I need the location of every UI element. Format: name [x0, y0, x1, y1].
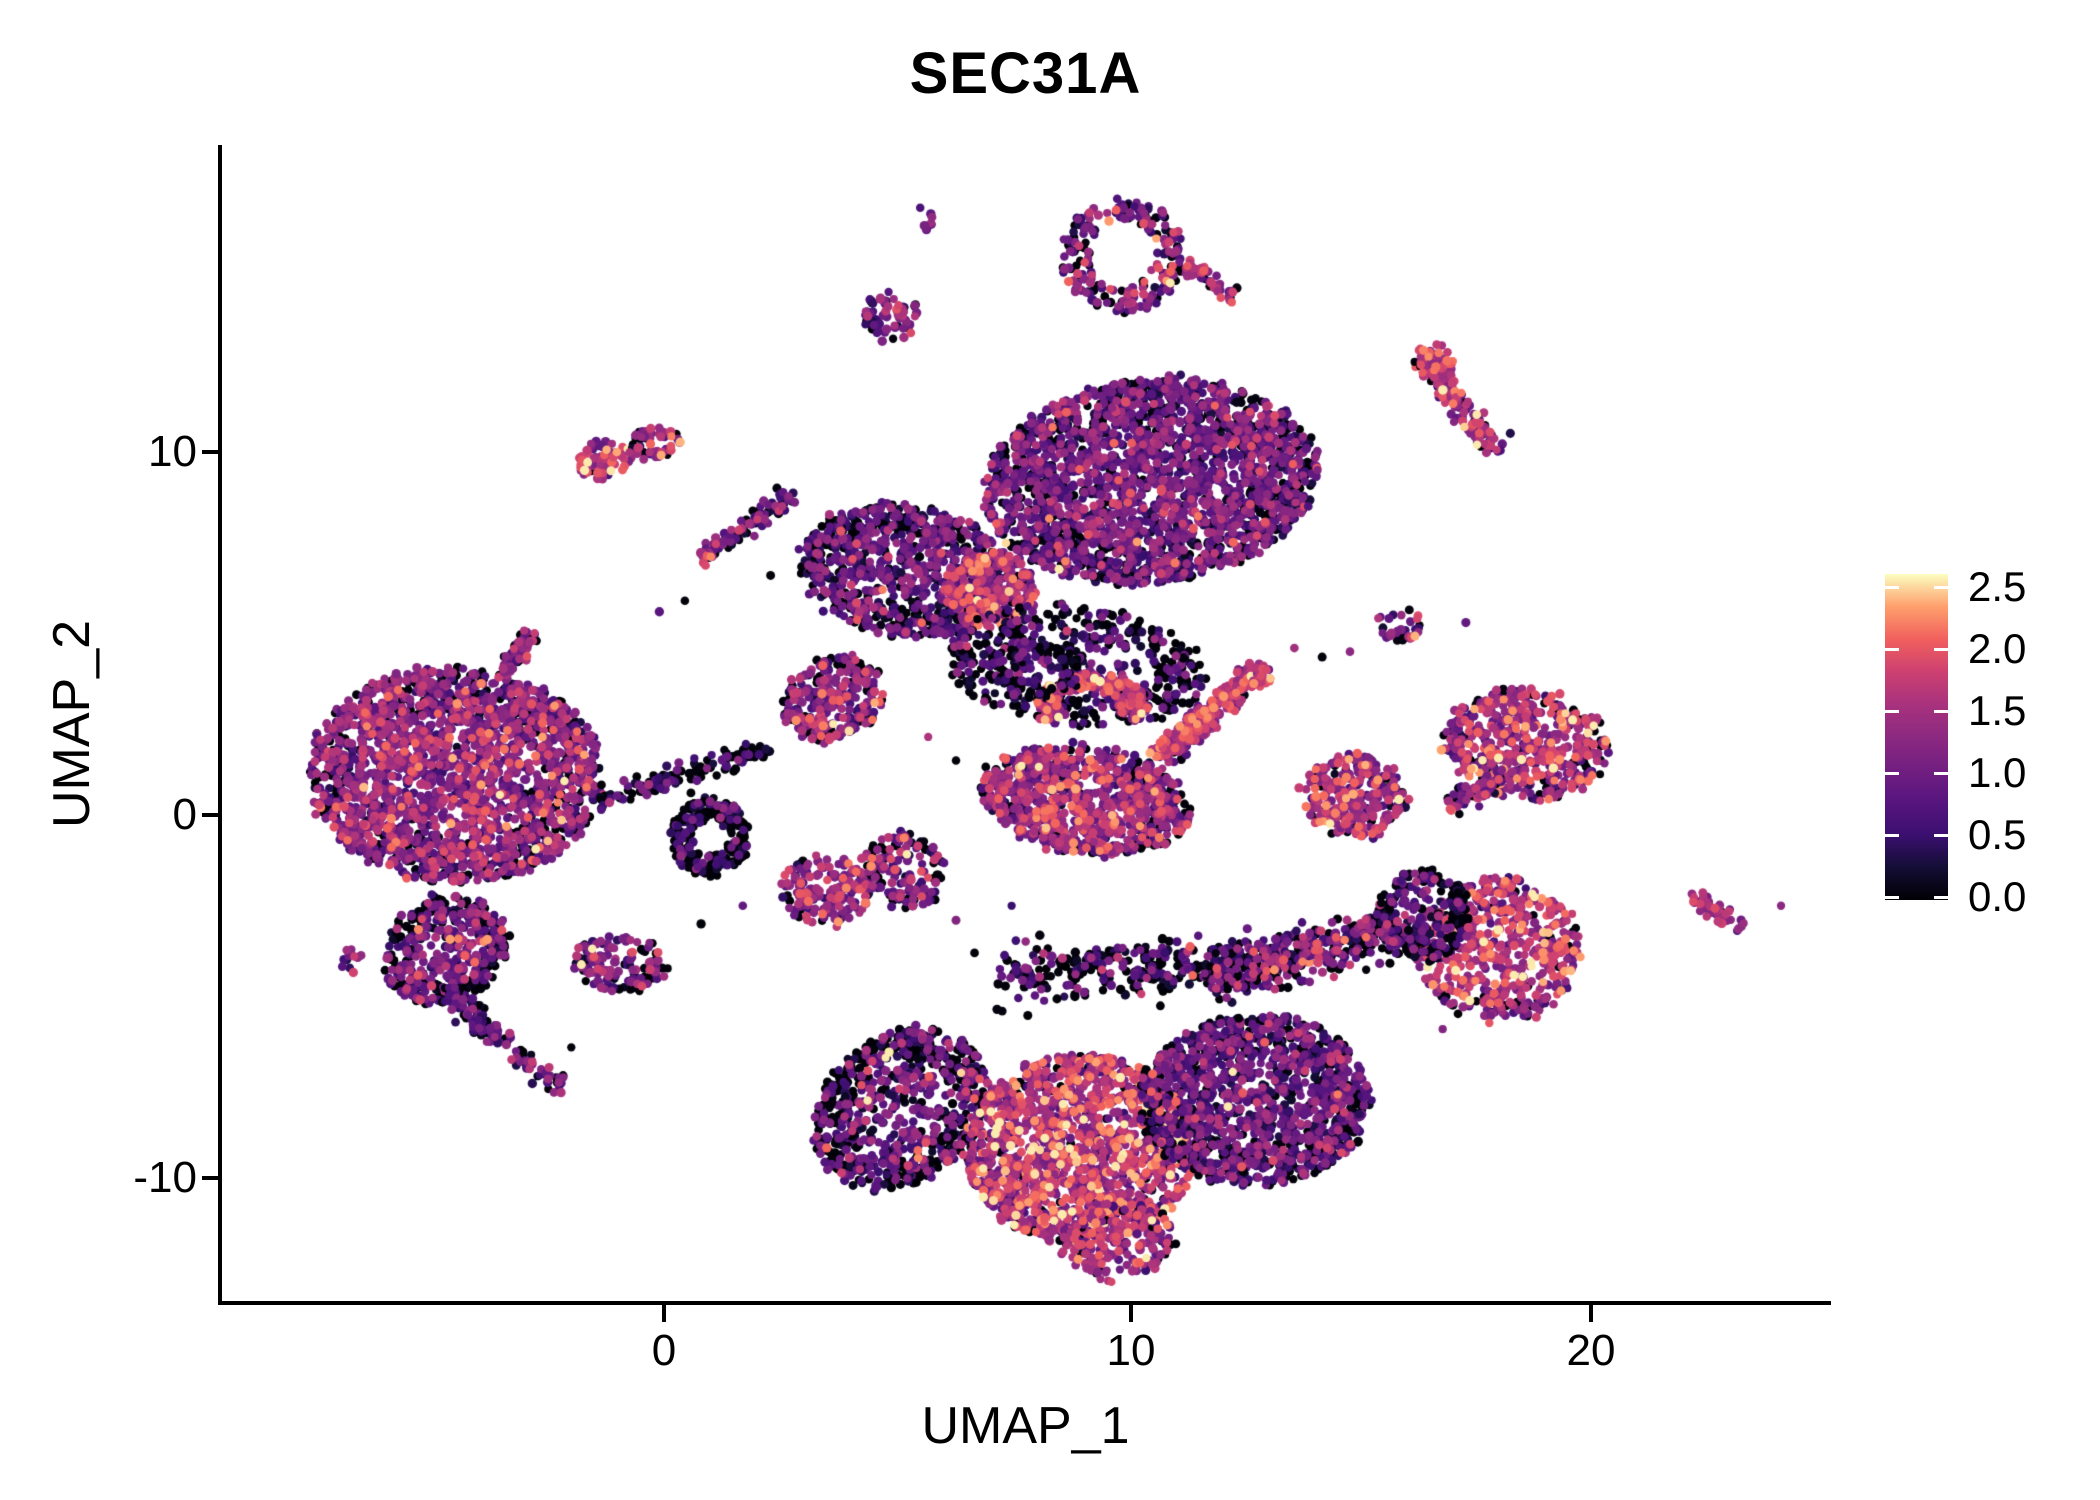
x-tick-label: 20 — [1566, 1326, 1616, 1375]
y-axis-line — [218, 145, 222, 1305]
x-tick-mark — [1589, 1305, 1593, 1322]
y-tick-label: 0 — [172, 790, 197, 839]
legend-tick-mark — [1934, 834, 1948, 837]
legend-tick-mark — [1885, 896, 1899, 899]
legend-tick-label: 0.0 — [1968, 873, 2027, 920]
colorbar-gradient — [1885, 574, 1948, 900]
legend-tick-mark — [1934, 586, 1948, 589]
y-tick-label: 10 — [148, 427, 197, 476]
legend-tick-mark — [1885, 586, 1899, 589]
legend-tick-label: 2.5 — [1968, 563, 2027, 610]
legend-tick-mark — [1885, 834, 1899, 837]
legend-tick-mark — [1885, 772, 1899, 775]
y-tick-mark — [202, 813, 219, 817]
y-tick-mark — [202, 450, 219, 454]
legend-tick-label: 1.5 — [1968, 687, 2027, 734]
legend-tick-mark — [1934, 710, 1948, 713]
x-tick-label: 0 — [651, 1326, 677, 1375]
y-tick-label: -10 — [133, 1153, 197, 1202]
legend-tick-mark — [1885, 710, 1899, 713]
color-legend — [1885, 574, 1948, 900]
x-tick-mark — [1129, 1305, 1133, 1322]
legend-tick-mark — [1934, 896, 1948, 899]
plot-title: SEC31A — [909, 41, 1142, 106]
y-axis-title: UMAP_2 — [43, 619, 101, 829]
legend-tick-mark — [1934, 772, 1948, 775]
x-tick-label: 10 — [1106, 1326, 1156, 1375]
legend-tick-label: 2.0 — [1968, 625, 2027, 672]
x-axis-line — [218, 1301, 1831, 1305]
x-axis-title: UMAP_1 — [921, 1397, 1130, 1455]
y-tick-mark — [202, 1176, 219, 1180]
legend-tick-mark — [1885, 648, 1899, 651]
legend-tick-label: 1.0 — [1968, 749, 2027, 796]
x-tick-mark — [662, 1305, 666, 1322]
legend-tick-mark — [1934, 648, 1948, 651]
legend-tick-label: 0.5 — [1968, 811, 2027, 858]
